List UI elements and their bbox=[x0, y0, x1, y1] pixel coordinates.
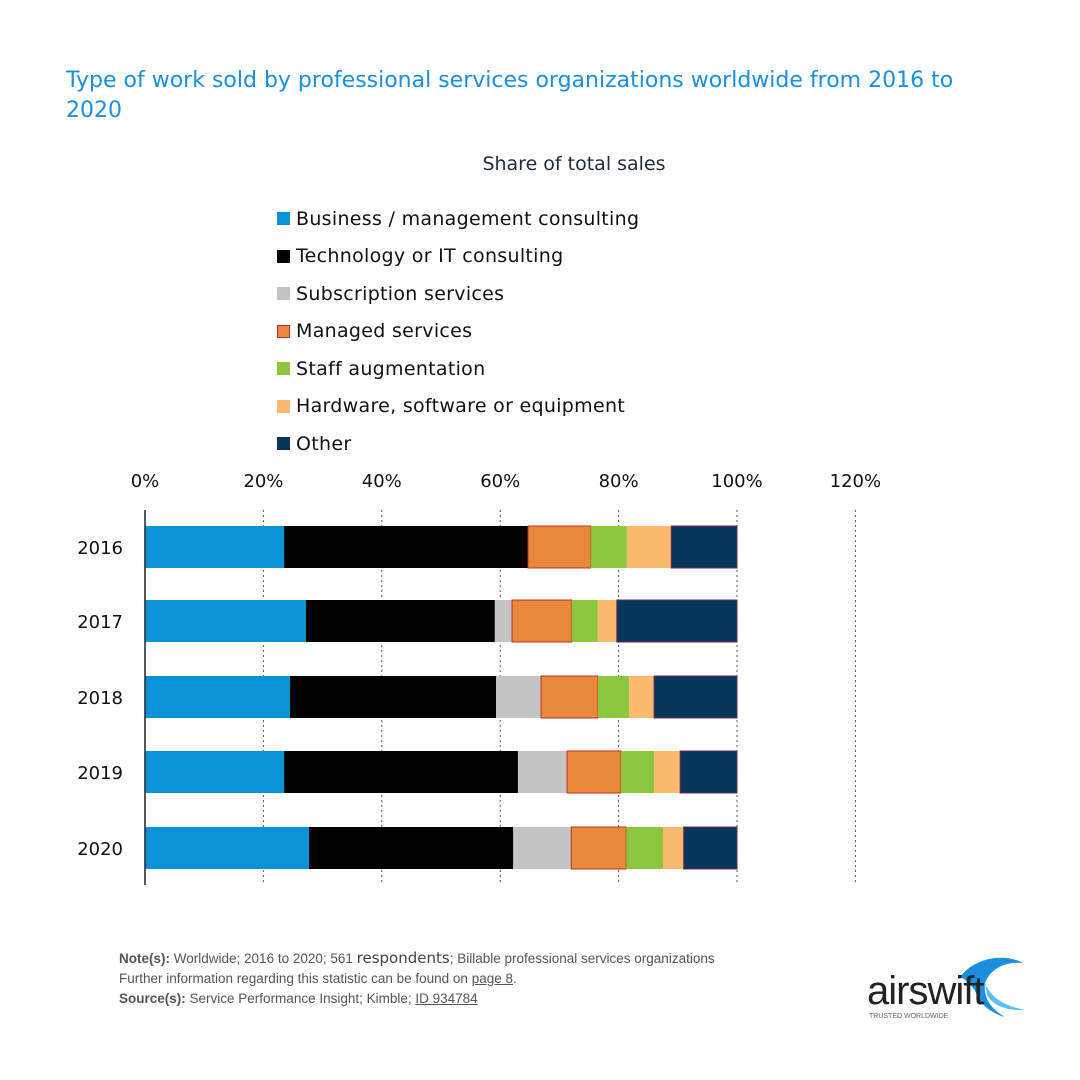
legend-swatch bbox=[277, 324, 290, 338]
bar-segment bbox=[284, 751, 518, 793]
id-link[interactable]: ID 934784 bbox=[415, 991, 478, 1006]
bar-segment bbox=[626, 827, 663, 869]
bar-segment bbox=[597, 600, 617, 642]
bar-segment bbox=[513, 827, 572, 869]
note-respondents: respondents bbox=[356, 949, 450, 967]
x-tick-label: 0% bbox=[131, 471, 160, 492]
bar-segment bbox=[653, 675, 738, 719]
legend-swatch bbox=[277, 249, 290, 263]
bar-segment bbox=[679, 750, 738, 794]
legend-item: Hardware, software or equipment bbox=[277, 388, 639, 426]
y-tick-label: 2017 bbox=[77, 612, 123, 633]
bar-segment bbox=[145, 827, 309, 869]
chart-title: Type of work sold by professional servic… bbox=[66, 68, 954, 123]
bar-segment bbox=[290, 676, 497, 718]
page-link[interactable]: page 8 bbox=[471, 971, 513, 986]
bar-segment bbox=[527, 525, 592, 569]
bar-segment bbox=[626, 526, 672, 568]
bar-segment bbox=[494, 600, 513, 642]
y-tick-label: 2018 bbox=[77, 688, 123, 709]
bar-segment bbox=[145, 600, 307, 642]
bar-segment bbox=[566, 750, 622, 794]
legend-label: Subscription services bbox=[296, 282, 505, 305]
note-rest: ; Billable professional services organiz… bbox=[449, 951, 715, 966]
source-label: Source(s): bbox=[119, 991, 186, 1006]
x-tick-label: 100% bbox=[711, 471, 762, 492]
legend-label: Other bbox=[296, 432, 352, 455]
legend-item: Managed services bbox=[277, 313, 639, 351]
legend-label: Business / management consulting bbox=[296, 207, 640, 230]
legend-label: Managed services bbox=[296, 320, 473, 343]
bar-segment bbox=[629, 676, 655, 718]
source-text: Service Performance Insight; Kimble; bbox=[189, 991, 416, 1006]
bar-segment bbox=[571, 600, 598, 642]
chart-subtitle: Share of total sales bbox=[482, 153, 666, 175]
bar-segment bbox=[496, 676, 542, 718]
airswift-logo: airswift TRUSTED WORLDWIDE bbox=[865, 955, 1035, 1030]
legend: Business / management consulting Technolo… bbox=[277, 200, 639, 463]
legend-label: Technology or IT consulting bbox=[296, 245, 564, 268]
bar-segment bbox=[570, 826, 627, 870]
bar-segment bbox=[284, 526, 529, 568]
bar-segment bbox=[620, 751, 655, 793]
bar-segment bbox=[145, 676, 291, 718]
bar-segment bbox=[511, 599, 573, 643]
bar-segment bbox=[306, 600, 495, 642]
further-info: Further information regarding this stati… bbox=[119, 971, 472, 986]
x-tick-label: 120% bbox=[830, 471, 881, 492]
bar-segment bbox=[683, 826, 738, 870]
legend-label: Hardware, software or equipment bbox=[296, 395, 626, 418]
legend-swatch bbox=[277, 287, 290, 301]
logo-text: airswift bbox=[867, 969, 984, 1013]
note-label: Note(s): bbox=[119, 951, 170, 966]
legend-item: Technology or IT consulting bbox=[277, 238, 639, 276]
bar-segment bbox=[590, 526, 627, 568]
notes: Note(s): Worldwide; 2016 to 2020; 561 re… bbox=[119, 949, 715, 1006]
legend-item: Subscription services bbox=[277, 275, 639, 313]
bar-segment bbox=[308, 827, 514, 869]
legend-swatch bbox=[277, 399, 290, 413]
legend-swatch bbox=[277, 212, 290, 226]
legend-swatch bbox=[277, 362, 290, 376]
legend-swatch bbox=[277, 437, 290, 451]
x-tick-label: 60% bbox=[480, 471, 520, 492]
bar-segment bbox=[517, 751, 568, 793]
bar-segment bbox=[616, 599, 738, 643]
legend-item: Business / management consulting bbox=[277, 200, 639, 238]
bar-segment bbox=[145, 526, 285, 568]
bar-segment bbox=[145, 751, 285, 793]
legend-item: Other bbox=[277, 425, 639, 463]
bar-segment bbox=[663, 827, 684, 869]
note-text: Worldwide; 2016 to 2020; 561 bbox=[173, 951, 357, 966]
logo-tagline: TRUSTED WORLDWIDE bbox=[869, 1013, 949, 1020]
y-tick-label: 2016 bbox=[77, 538, 123, 559]
bar-segment bbox=[670, 525, 738, 569]
legend-item: Staff augmentation bbox=[277, 350, 639, 388]
y-tick-label: 2020 bbox=[77, 839, 123, 860]
bar-segment bbox=[654, 751, 681, 793]
legend-label: Staff augmentation bbox=[296, 357, 486, 380]
x-tick-label: 40% bbox=[362, 471, 402, 492]
x-tick-label: 20% bbox=[243, 471, 283, 492]
bar-segment bbox=[597, 676, 630, 718]
swallow-icon bbox=[960, 957, 1025, 1017]
x-tick-label: 80% bbox=[599, 471, 639, 492]
bar-segment bbox=[540, 675, 599, 719]
y-tick-label: 2019 bbox=[77, 763, 123, 784]
